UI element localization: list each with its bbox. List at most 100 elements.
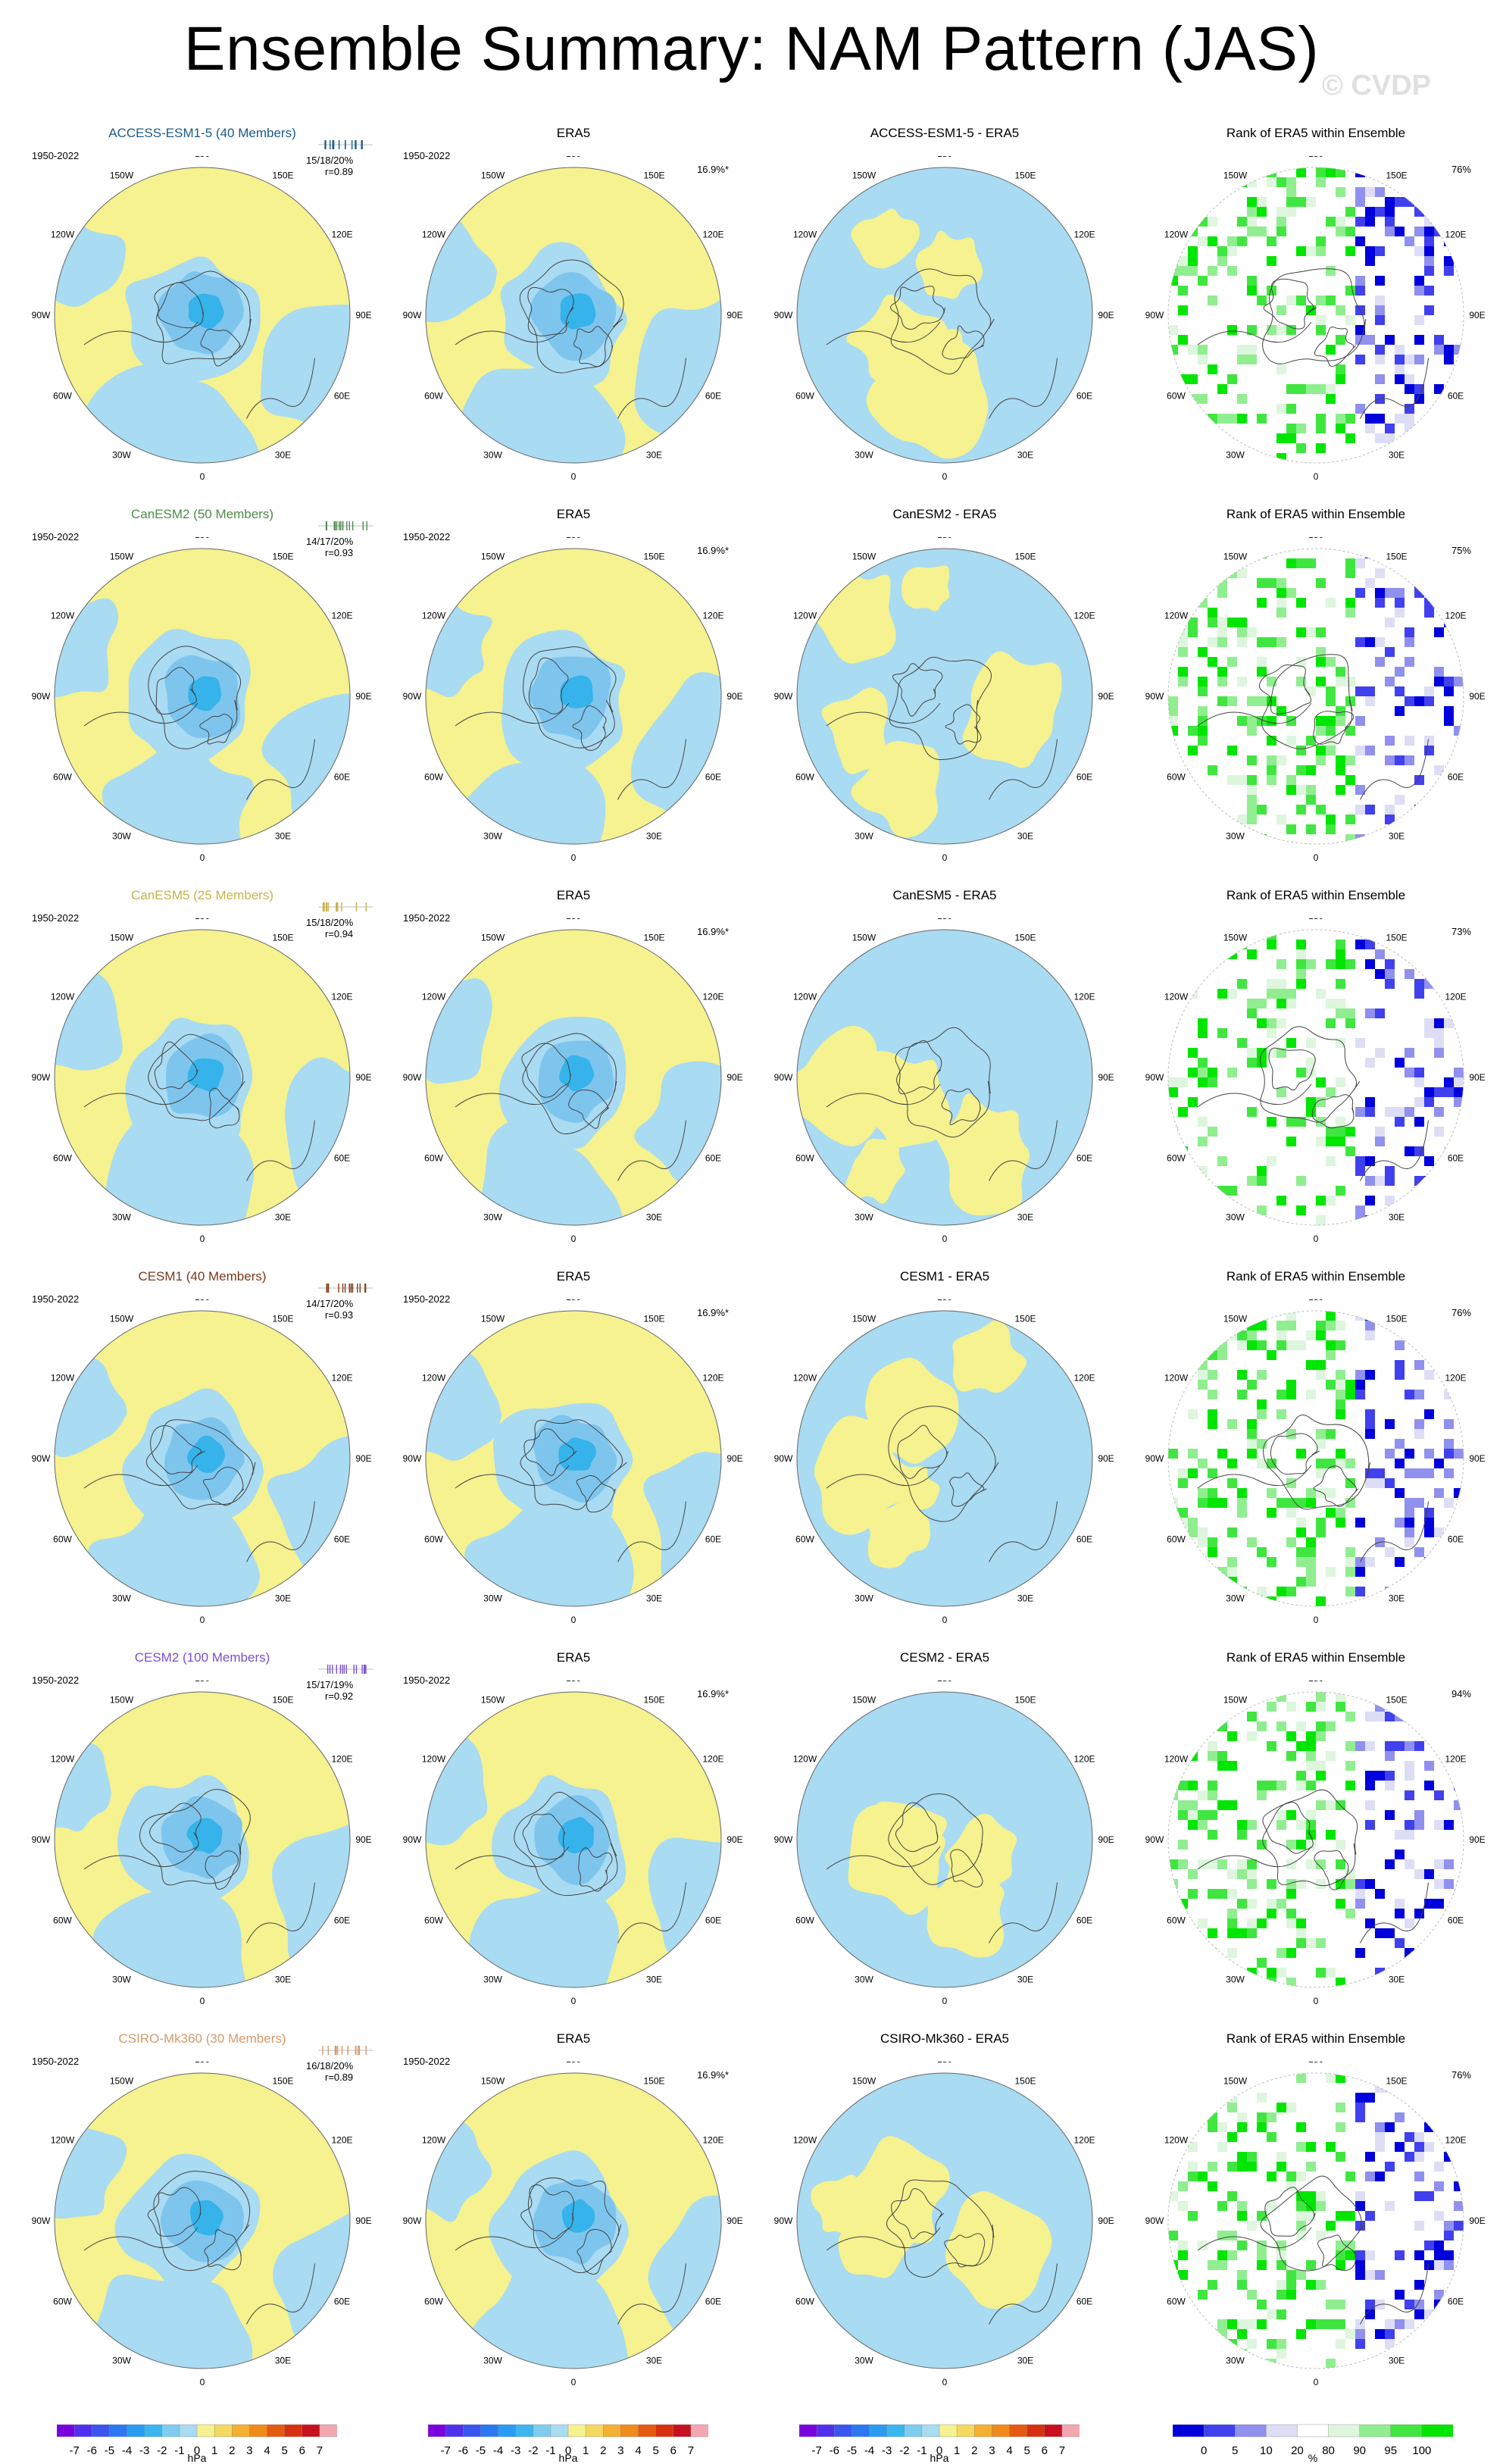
rank-cell	[1365, 2300, 1375, 2309]
panel-title: CanESM5 (25 Members)	[130, 888, 273, 902]
rank-cell	[1217, 1156, 1227, 1166]
rank-cell	[1276, 1409, 1286, 1419]
rank-cell	[1247, 1107, 1257, 1117]
rank-cell	[1375, 1978, 1385, 1987]
rank-cell	[1336, 765, 1345, 775]
rank-cell	[1208, 1810, 1217, 1820]
rank-cell	[1375, 2359, 1385, 2369]
difference-region	[900, 329, 970, 396]
rank-cell	[1444, 1077, 1454, 1087]
rank-cell	[1414, 2300, 1424, 2309]
lon-label: 30E	[275, 1593, 291, 1604]
lon-label: 150W	[110, 1314, 134, 1324]
rank-cell	[1424, 1087, 1434, 1097]
rank-cell	[1247, 286, 1257, 295]
rank-cell	[1454, 1186, 1464, 1196]
colorbar-tick-label: 3	[246, 2444, 253, 2457]
rank-cell	[1276, 433, 1286, 443]
colorbar-tick-label: -7	[440, 2444, 451, 2457]
rank-cell	[1414, 568, 1424, 578]
rank-cell	[1208, 443, 1217, 453]
rank-cell	[1178, 187, 1188, 197]
rank-cell	[1227, 1330, 1237, 1340]
rank-cell	[1326, 696, 1336, 706]
rank-cell	[1414, 1390, 1424, 1399]
rank-cell	[1405, 627, 1414, 637]
rank-cell	[1326, 1156, 1336, 1166]
member-spread-bar	[318, 2046, 373, 2055]
map-panel: Rank of ERA5 within Ensemble73%180150E12…	[1145, 883, 1486, 1247]
rank-cell	[1237, 355, 1247, 364]
period-label: 1950-2022	[403, 1674, 451, 1686]
colorbar-swatch	[939, 2424, 958, 2437]
rank-cell	[1444, 1731, 1454, 1741]
colorbar-tick-label: 4	[635, 2444, 642, 2457]
rank-cell	[1434, 815, 1444, 824]
rank-cell	[1444, 1741, 1454, 1751]
rank-cell	[1395, 1370, 1405, 1380]
colorbar-hpa-3: -7 -6 -5 -4 -3 -2 -1 0 1 2 3 4 5 6 7 hPa	[798, 2423, 1080, 2464]
rank-cell	[1385, 1176, 1395, 1186]
lon-label: 150E	[643, 2076, 664, 2087]
rank-cell	[1434, 2240, 1444, 2250]
rank-cell	[1395, 1557, 1405, 1567]
rank-cell	[1355, 746, 1365, 755]
lon-label: 30E	[1017, 2356, 1033, 2366]
rank-cell	[1208, 1948, 1217, 1958]
lon-label: 0	[571, 852, 577, 863]
rank-cell	[1188, 1205, 1198, 1215]
rank-cell	[1168, 325, 1178, 335]
rank-cell	[1247, 217, 1257, 227]
lon-label: 150E	[272, 1314, 293, 1324]
rank-cell	[1316, 1702, 1326, 1712]
rank-cell	[1434, 1340, 1444, 1350]
colorbar-tick-label: -6	[829, 2444, 839, 2457]
lon-label: 120E	[702, 1373, 723, 1384]
rank-cell	[1385, 677, 1395, 686]
rank-cell	[1208, 2181, 1217, 2191]
rank-cell	[1365, 805, 1375, 815]
map-panel: CanESM5 (25 Members) 1950-2022 15/18/20% r=…	[32, 883, 373, 1247]
rank-cell	[1286, 325, 1296, 335]
rank-cell	[1188, 1810, 1198, 1820]
rank-cell	[1385, 1928, 1395, 1938]
colorbar-swatch	[690, 2424, 709, 2437]
rank-cell	[1375, 315, 1385, 325]
rank-cell	[1434, 1958, 1444, 1968]
rank-cell	[1454, 2319, 1464, 2329]
lon-label: 0	[1314, 2377, 1319, 2387]
rank-cell	[1198, 1018, 1208, 1028]
rank-cell	[1395, 795, 1405, 805]
difference-region	[851, 740, 939, 838]
rank-cell	[1276, 1948, 1286, 1958]
rank-cell	[1306, 1761, 1316, 1771]
rank-cell	[1286, 384, 1296, 394]
rank-cell	[1306, 1330, 1316, 1340]
lon-label: 90E	[355, 1834, 371, 1845]
colorbar-swatch	[904, 2424, 923, 2437]
rank-cell	[1306, 1810, 1316, 1820]
map-boundary	[1167, 929, 1464, 1226]
lon-label: 120W	[793, 992, 817, 1002]
rank-cell	[1375, 1311, 1385, 1321]
lon-label: 60W	[424, 1153, 443, 1164]
rank-cell	[1405, 1577, 1414, 1587]
rank-cell	[1424, 286, 1434, 295]
rank-cell	[1355, 1587, 1365, 1596]
colorbar-swatch	[249, 2424, 268, 2437]
rank-cell	[1395, 1117, 1405, 1127]
lon-label: 150E	[1386, 1314, 1407, 1324]
rank-cell	[1336, 755, 1345, 765]
rank-cell	[1414, 2172, 1424, 2181]
rank-cell	[1296, 949, 1306, 959]
rank-cell	[1276, 1321, 1286, 1330]
rank-cell	[1227, 1918, 1237, 1928]
lon-label: 150E	[1014, 2076, 1036, 2087]
lon-label: 90E	[1098, 1072, 1114, 1083]
rank-cell	[1306, 1781, 1316, 1790]
rank-cell	[1405, 2319, 1414, 2329]
rank-cell	[1178, 305, 1188, 315]
rank-cell	[1336, 667, 1345, 677]
pct-variance-range: 15/17/19%	[306, 1679, 354, 1690]
rank-cell	[1326, 394, 1336, 404]
